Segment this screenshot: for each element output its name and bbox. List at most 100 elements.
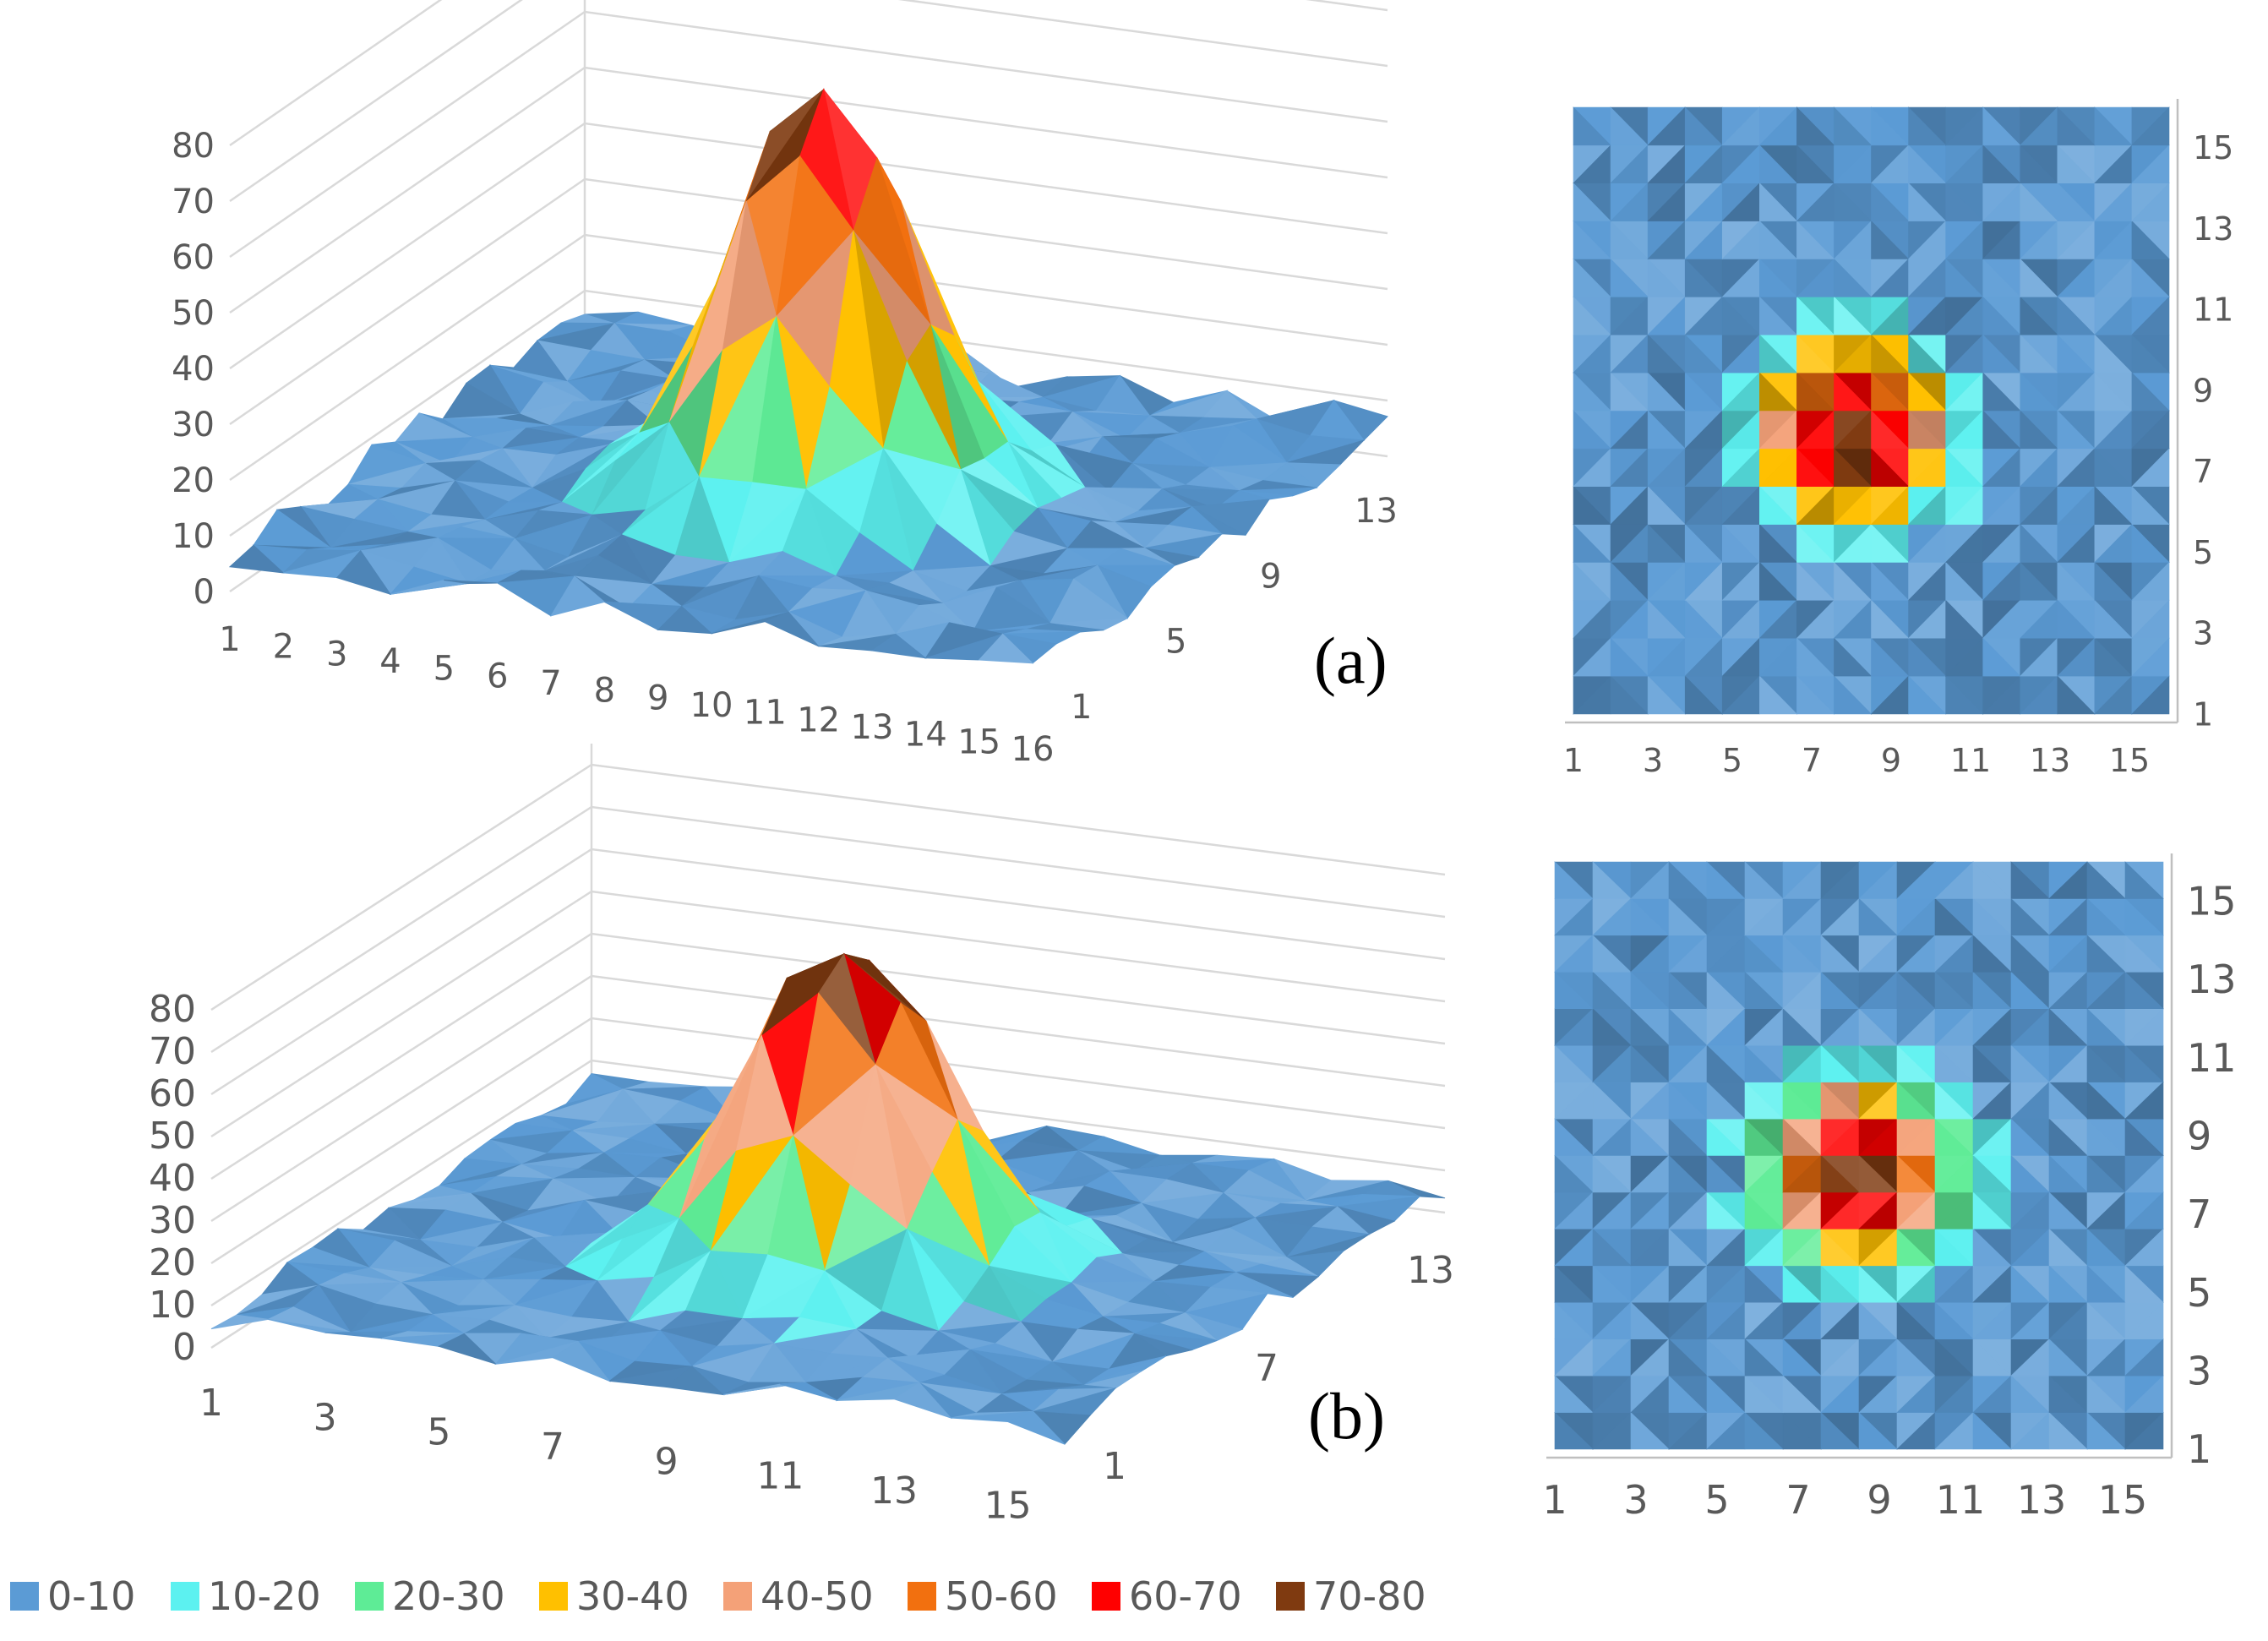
contour-cell	[1945, 183, 1984, 221]
legend-label: 70-80	[1313, 1573, 1426, 1619]
surface-facet	[228, 544, 285, 574]
contour-cell	[1554, 1411, 1594, 1450]
contour-cell	[1706, 1044, 1746, 1082]
contour-y-tick-label: 1	[2193, 695, 2213, 733]
contour-cell	[1554, 1375, 1594, 1413]
contour-cell	[1896, 1228, 1936, 1267]
contour-cell	[1858, 897, 1898, 936]
contour-cell	[1668, 1375, 1708, 1413]
contour-cell	[1796, 675, 1835, 715]
legend-swatch	[539, 1582, 568, 1611]
contour-cell	[1834, 637, 1873, 677]
contour-y-tick-label: 11	[2193, 292, 2233, 329]
contour-cell	[1759, 296, 1798, 335]
contour-y-tick-label: 11	[2187, 1035, 2237, 1081]
contour-y-tick-label: 3	[2193, 615, 2213, 652]
z-tick-label: 20	[149, 1241, 196, 1284]
z-tick-label: 80	[172, 127, 215, 166]
contour-cell	[2057, 296, 2096, 335]
surface-facet	[780, 1382, 837, 1401]
contour-cell	[1796, 144, 1835, 184]
contour-cell	[1796, 561, 1835, 601]
z-tick-label: 60	[172, 238, 215, 277]
contour-cell	[1592, 861, 1632, 899]
contour-cell	[2010, 1265, 2050, 1303]
contour-cell	[2020, 523, 2058, 563]
contour-cell	[1684, 675, 1723, 715]
contour-cell	[1706, 1118, 1746, 1156]
contour-cell	[2131, 144, 2170, 184]
contour-cell	[1982, 637, 2021, 677]
contour-x-tick-label: 11	[1950, 742, 1991, 779]
contour-cell	[1820, 1228, 1860, 1267]
contour-cell	[2020, 561, 2058, 601]
legend-item: 10-20	[171, 1573, 321, 1619]
contour-cell	[1744, 971, 1784, 1010]
surface-b-mesh	[210, 952, 1446, 1445]
contour-cell	[1934, 1228, 1974, 1267]
contour-cell	[2086, 1118, 2126, 1156]
x-tick-label: 16	[1011, 730, 1055, 769]
contour-cell	[1706, 1338, 1746, 1377]
surface-a-back-walls	[229, 0, 1388, 593]
surface-facet	[210, 1314, 269, 1330]
contour-cell	[1982, 334, 2021, 373]
legend-label: 20-30	[392, 1573, 505, 1619]
contour-cell	[1871, 637, 1910, 677]
surface-facet	[551, 1340, 611, 1382]
contour-cell	[2020, 372, 2058, 412]
contour-cell	[1908, 334, 1947, 373]
contour-cell	[2131, 106, 2170, 146]
contour-cell	[1982, 144, 2021, 184]
contour-cell	[2086, 1044, 2126, 1082]
contour-cell	[2086, 935, 2126, 973]
contour-cell	[1610, 106, 1649, 146]
z-tick-label: 70	[149, 1030, 196, 1073]
surface-facet	[892, 1382, 952, 1420]
contour-x-tick-label: 13	[2030, 742, 2070, 779]
contour-cell	[1982, 258, 2021, 297]
contour-y-tick-label: 13	[2187, 957, 2237, 1002]
contour-cell	[2010, 1154, 2050, 1193]
contour-cell	[1871, 106, 1910, 146]
contour-cell	[1744, 1191, 1784, 1229]
contour-cell	[1592, 1228, 1632, 1267]
contour-cell	[1684, 258, 1723, 297]
contour-y-tick-label: 15	[2193, 129, 2233, 166]
contour-cell	[1896, 1338, 1936, 1377]
contour-cell	[1684, 523, 1723, 563]
contour-cell	[1908, 144, 1947, 184]
contour-y-tick-label: 9	[2193, 372, 2213, 409]
contour-cell	[1782, 1375, 1822, 1413]
contour-cell	[1782, 1411, 1822, 1450]
z-tick-label: 50	[172, 294, 215, 333]
contour-cell	[1945, 561, 1984, 601]
surface-facet	[335, 549, 392, 596]
contour-cell	[1573, 561, 1611, 601]
contour-cell	[1782, 1118, 1822, 1156]
contour-cell	[1796, 296, 1835, 335]
surface-facet	[978, 633, 1034, 664]
contour-cell	[1592, 1081, 1632, 1120]
contour-cell	[2124, 1338, 2164, 1377]
contour-cell	[1908, 183, 1947, 221]
contour-cell	[2124, 1154, 2164, 1193]
contour-cell	[2086, 1375, 2126, 1413]
legend-item: 50-60	[908, 1573, 1058, 1619]
contour-cell	[2010, 971, 2050, 1010]
surface-facet	[870, 633, 928, 659]
contour-cell	[1759, 675, 1798, 715]
contour-cell	[2131, 637, 2170, 677]
contour-cell	[1573, 372, 1611, 412]
contour-cell	[1972, 935, 2012, 973]
contour-y-tick-label: 13	[2193, 210, 2233, 248]
contour-cell	[1871, 183, 1910, 221]
contour-cell	[1820, 1265, 1860, 1303]
legend-item: 70-80	[1276, 1573, 1426, 1619]
contour-cell	[2094, 334, 2133, 373]
contour-cell	[1972, 1338, 2012, 1377]
